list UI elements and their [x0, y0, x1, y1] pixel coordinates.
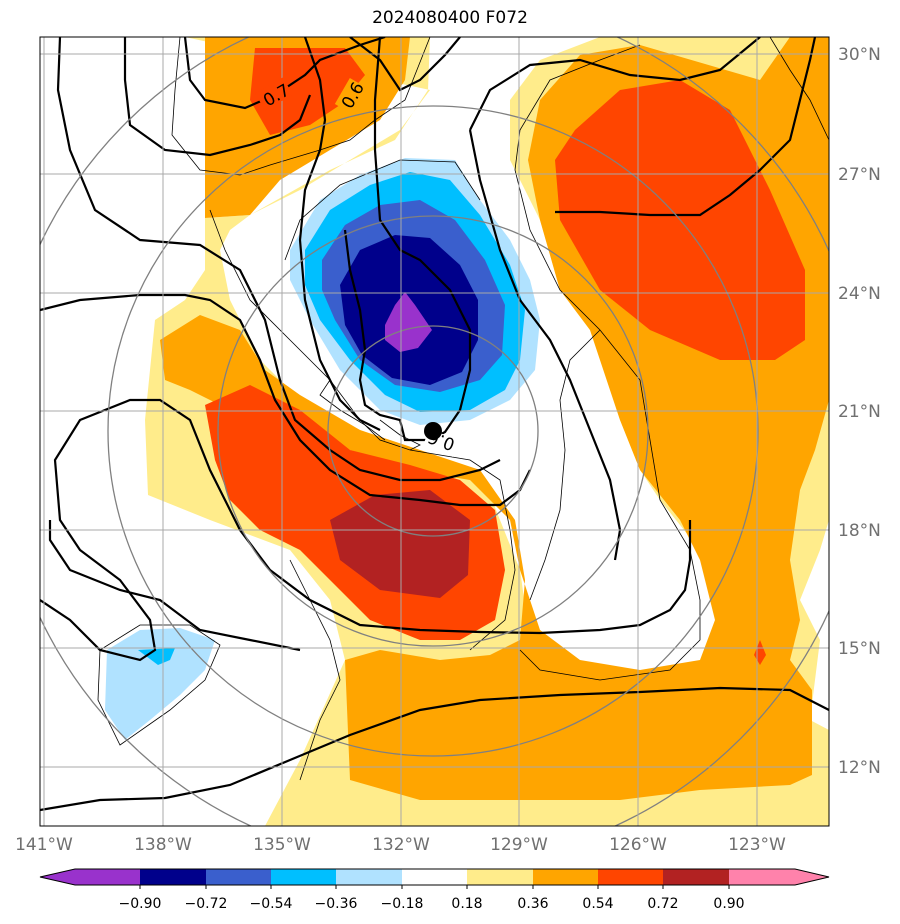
colorbar-outline	[39, 868, 830, 886]
colorbar-seg-9	[663, 869, 729, 885]
colorbar-tick-2: −0.54	[250, 896, 293, 912]
colorbar-tick-0: −0.90	[119, 896, 162, 912]
lon-label-138w: 138°W	[134, 835, 192, 855]
colorbar-seg-1	[140, 869, 206, 885]
colorbar: −0.90 −0.72 −0.54 −0.36 −0.18 0.18 0.36 …	[39, 868, 830, 912]
colorbar-seg-4	[336, 869, 402, 885]
lon-label-141w: 141°W	[15, 835, 73, 855]
map-title: 2024080400 F072	[372, 8, 528, 28]
lon-label-129w: 129°W	[490, 835, 548, 855]
lat-label-15n: 15°N	[838, 639, 881, 659]
longitude-labels: 141°W 138°W 135°W 132°W 129°W 126°W 123°…	[15, 835, 786, 855]
field-neg-090	[385, 292, 432, 352]
lat-label-24n: 24°N	[838, 284, 881, 304]
colorbar-tick-5: 0.18	[451, 896, 482, 912]
colorbar-seg-10	[729, 869, 829, 885]
colorbar-tick-1: −0.72	[185, 896, 228, 912]
map-frame	[39, 36, 830, 827]
colorbar-tick-3: −0.36	[315, 896, 358, 912]
lat-label-21n: 21°N	[838, 402, 881, 422]
lat-label-12n: 12°N	[838, 758, 881, 778]
colorbar-tick-8: 0.72	[647, 896, 678, 912]
lat-label-27n: 27°N	[838, 165, 881, 185]
colorbar-seg-5	[402, 869, 467, 885]
lon-label-123w: 123°W	[728, 835, 786, 855]
colorbar-seg-7	[533, 869, 598, 885]
colorbar-seg-8	[598, 869, 663, 885]
range-rings	[40, 37, 829, 826]
latitude-labels: 30°N 27°N 24°N 21°N 18°N 15°N 12°N	[838, 45, 881, 778]
lat-label-30n: 30°N	[838, 45, 881, 65]
colorbar-seg-6	[467, 869, 533, 885]
lat-label-18n: 18°N	[838, 521, 881, 541]
field-pos-072	[330, 490, 470, 598]
map-plot-area: 0.7 0.6 0.6	[40, 37, 829, 826]
colorbar-seg-3	[271, 869, 336, 885]
lon-label-126w: 126°W	[609, 835, 667, 855]
colorbar-seg-0	[40, 869, 140, 885]
graticule	[40, 37, 829, 826]
colorbar-tick-7: 0.54	[582, 896, 613, 912]
storm-center-marker	[424, 422, 442, 440]
colorbar-tick-6: 0.36	[517, 896, 548, 912]
lon-label-135w: 135°W	[253, 835, 311, 855]
colorbar-seg-2	[206, 869, 271, 885]
colorbar-tick-4: −0.18	[381, 896, 424, 912]
lon-label-132w: 132°W	[372, 835, 430, 855]
colorbar-tick-9: 0.90	[713, 896, 744, 912]
